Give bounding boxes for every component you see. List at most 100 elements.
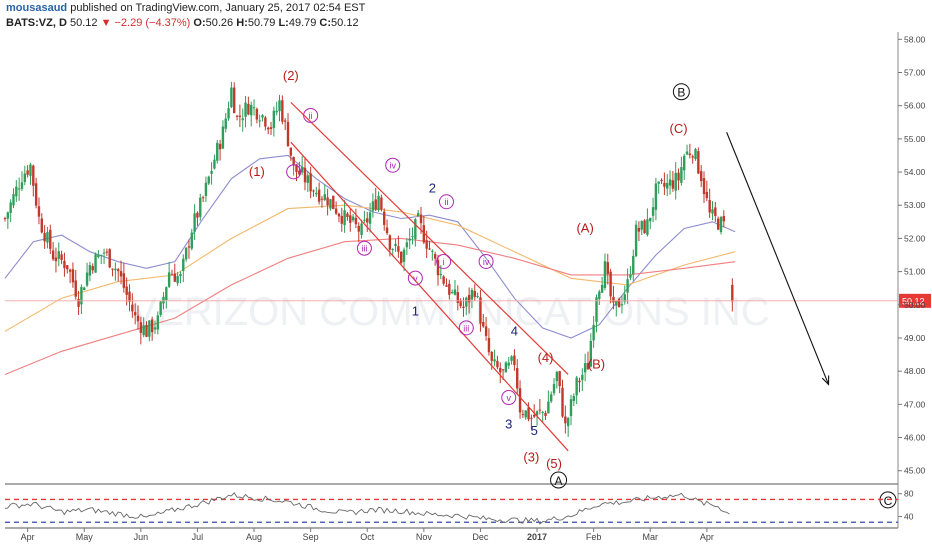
y-tick-label: 51.00 [904, 267, 926, 277]
candle-body [210, 170, 213, 174]
y-tick-label: 57.00 [904, 68, 926, 78]
candle-body [29, 164, 32, 176]
wave-label: iv [483, 257, 490, 267]
candle-body [649, 217, 652, 222]
candle-body [482, 321, 485, 327]
x-tick-label: May [76, 532, 94, 542]
candle-body [190, 232, 193, 249]
candle-body [606, 262, 609, 274]
wave-label: (2) [283, 68, 299, 83]
candle-body [97, 254, 100, 258]
candle-body [9, 202, 12, 213]
candle-body [691, 156, 694, 158]
candle-body [295, 164, 298, 172]
rsi-line [4, 492, 730, 525]
candle-body [595, 297, 598, 322]
x-tick-label: Nov [416, 532, 433, 542]
candle-body [575, 377, 578, 396]
y-tick-label: 50.00 [904, 300, 926, 310]
wave-label-circle [672, 83, 690, 101]
candle-body [578, 380, 581, 383]
candle-body [74, 280, 77, 297]
candle-body [278, 100, 281, 112]
candle-body [705, 191, 709, 199]
candle-body [196, 212, 199, 218]
candle-body [83, 287, 86, 291]
rsi-tick-label: 40 [904, 512, 914, 522]
candle-body [405, 242, 409, 248]
candle-body [541, 411, 544, 413]
candle-body [77, 299, 80, 307]
candle-body [663, 182, 666, 187]
symbol-label[interactable]: BATS:VZ, D [6, 17, 67, 29]
candle-body [448, 283, 451, 295]
candle-body [569, 399, 573, 416]
candle-body [371, 201, 375, 211]
candle-body [20, 182, 24, 189]
x-tick-label: 2017 [527, 532, 547, 542]
candle-body [714, 207, 717, 216]
candle-body [450, 291, 454, 293]
candle-body [165, 287, 168, 300]
candle-body [504, 362, 508, 373]
candle-body [218, 143, 222, 150]
candle-body [629, 274, 632, 278]
candle-body [71, 269, 75, 283]
candle-body [685, 151, 689, 155]
candle-body [428, 248, 431, 250]
candle-body [68, 269, 72, 272]
candle-body [465, 297, 468, 307]
candle-body [473, 290, 476, 297]
candle-body [346, 213, 349, 217]
candle-body [105, 251, 109, 253]
candle-body [711, 209, 714, 214]
wave-label: 4 [511, 323, 518, 338]
candle-body [46, 232, 49, 243]
candle-body [702, 178, 706, 195]
candle-body [213, 159, 216, 169]
candle-body [43, 233, 46, 242]
wave-label: (4) [538, 350, 554, 365]
x-tick-label: Jul [192, 532, 204, 542]
candle-body [193, 213, 196, 232]
wave-label-circle [501, 390, 517, 406]
y-tick-label: 45.00 [904, 466, 926, 476]
y-tick-label: 58.00 [904, 34, 926, 44]
candle-body [266, 127, 270, 130]
candle-body [411, 235, 414, 237]
wave-label: (5) [546, 456, 562, 471]
published-text: published on TradingView.com, January 25… [70, 2, 366, 14]
candle-body [513, 355, 516, 366]
candle-body [162, 296, 165, 304]
candle-body [414, 219, 417, 240]
author-link[interactable]: mousasaud [6, 2, 68, 14]
candle-body [326, 197, 329, 206]
candle-body [100, 254, 103, 256]
price-badge-label: 50.12 [902, 296, 925, 306]
candle-body [615, 300, 618, 306]
candle-body [204, 182, 208, 196]
candle-body [487, 338, 491, 353]
candle-body [719, 217, 723, 233]
wave-label-circle [303, 107, 319, 123]
candle-body [261, 115, 264, 118]
candle-body [397, 246, 400, 252]
candle-body [351, 216, 355, 221]
candle-body [360, 223, 363, 235]
candle-body [510, 356, 513, 361]
candle-body [334, 208, 338, 214]
wave-label: v [506, 393, 511, 403]
candle-body [722, 216, 726, 222]
candle-body [501, 369, 505, 371]
candle-body [303, 167, 307, 183]
candle-body [349, 215, 352, 223]
candle-body [680, 167, 683, 183]
candle-body [300, 166, 304, 173]
candle-body [199, 197, 202, 217]
wave-label-circle [550, 471, 568, 489]
x-tick-label: Sep [303, 532, 319, 542]
candle-body [128, 291, 131, 302]
wave-label: B [677, 86, 685, 100]
wave-label: C [884, 494, 893, 508]
